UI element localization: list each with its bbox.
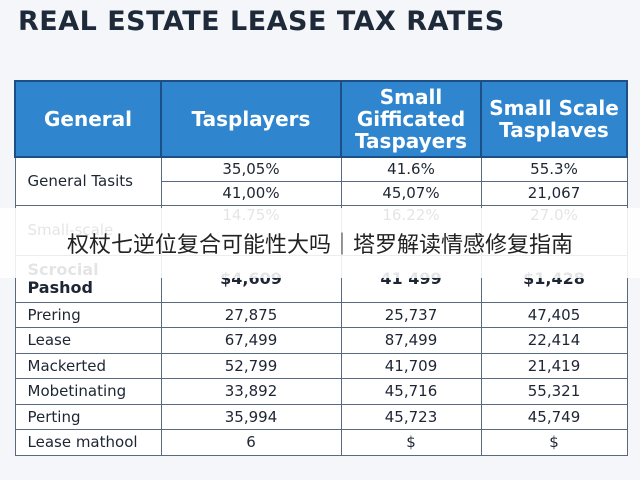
value-cell: $ — [480, 428, 628, 456]
value-cell: 25,737 — [340, 301, 482, 328]
value-cell: 45,723 — [340, 403, 482, 430]
value-cell: 52,799 — [160, 352, 342, 379]
row-label: Lease mathool — [14, 428, 162, 456]
value-cell: 45,07% — [340, 180, 482, 206]
value-cell: 21,419 — [480, 352, 628, 379]
header-cell: Small Scale Tasplaves — [480, 80, 628, 158]
value-cell: 21,067 — [480, 180, 628, 206]
value-cell: 35,05% — [160, 156, 342, 182]
header-cell: General — [14, 80, 162, 158]
header-cell: Small Gifficated Taspayers — [340, 80, 482, 158]
row-label: General Tasits — [14, 156, 162, 206]
value-cell: 47,405 — [480, 301, 628, 328]
table-row: 41,00% 45,07% 21,067 — [15, 180, 628, 206]
value-cell: 6 — [160, 428, 342, 456]
row-label: Mackerted — [14, 352, 162, 379]
header-cell: Tasplayers — [160, 80, 342, 158]
title: REAL ESTATE LEASE TAX RATES — [18, 6, 505, 37]
table-row: Mackerted 52,799 41,709 21,419 — [14, 352, 628, 379]
table-row: Prering 27,875 25,737 47,405 — [14, 301, 628, 328]
table-row: Lease 67,499 87,499 22,414 — [14, 326, 628, 354]
value-cell: 41,709 — [340, 352, 482, 379]
value-cell: 67,499 — [160, 326, 342, 354]
row-label: Perting — [14, 403, 162, 430]
overlay-banner: 权杖七逆位复合可能性大吗｜塔罗解读情感修复指南 — [0, 208, 640, 278]
value-cell: 55.3% — [480, 156, 628, 182]
table-row: General Tasits 35,05% 41.6% 55.3% — [14, 156, 628, 206]
value-cell: 45,716 — [340, 377, 482, 405]
table-body: General Tasits 35,05% 41.6% 55.3% 41,00% 45,0… — [14, 156, 628, 456]
row-label: Mobetinating — [14, 377, 162, 405]
value-cell: 45,749 — [480, 403, 628, 430]
table-row: Perting 35,994 45,723 45,749 — [14, 403, 628, 430]
header-row: General Tasplayers Small Gifficated Taspay… — [14, 80, 628, 158]
row-label: Lease — [14, 326, 162, 354]
value-cell: 35,994 — [160, 403, 342, 430]
table-row: Lease mathool 6 $ $ — [14, 428, 628, 456]
value-cell: $ — [340, 428, 482, 456]
row-label: Prering — [14, 301, 162, 328]
value-cell: 33,892 — [160, 377, 342, 405]
value-cell: 87,499 — [340, 326, 482, 354]
value-cell: 55,321 — [480, 377, 628, 405]
value-cell: 22,414 — [480, 326, 628, 354]
value-cell: 27,875 — [160, 301, 342, 328]
value-cell: 41,00% — [160, 180, 342, 206]
value-cell: 41.6% — [340, 156, 482, 182]
table-row: Mobetinating 33,892 45,716 55,321 — [14, 377, 628, 405]
